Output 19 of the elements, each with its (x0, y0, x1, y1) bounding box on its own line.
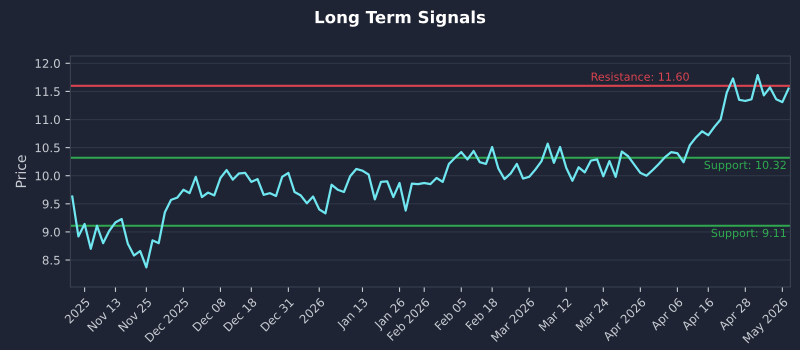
ref-line-label: Resistance: 11.60 (592, 72, 689, 81)
x-tick-label: Dec 31 (260, 298, 294, 332)
y-tick-label: 9.5 (42, 200, 60, 208)
x-tick-label: Feb 18 (464, 297, 498, 330)
ref-line-label: Support: 9.11 (712, 228, 786, 240)
y-tick-label: 12.0 (36, 59, 60, 68)
y-axis-title: Price (15, 155, 26, 188)
y-tick-label: 10.5 (36, 143, 60, 152)
y-tick-label: 11.5 (36, 87, 60, 96)
line-series (71, 74, 790, 268)
chart-title: Long Term Signals (316, 10, 486, 27)
ref-line-label: Support: 10.32 (704, 160, 786, 172)
y-tick-label: 11.0 (36, 115, 60, 124)
x-tick-label: Mar 24 (575, 297, 610, 332)
y-tick-label: 8.5 (42, 256, 60, 265)
x-tick-label: Mar 12 (538, 298, 572, 332)
y-tick-label: 10.0 (36, 171, 60, 180)
x-tick-label: Jan 13 (336, 298, 370, 332)
y-tick-label: 9.0 (42, 228, 60, 237)
